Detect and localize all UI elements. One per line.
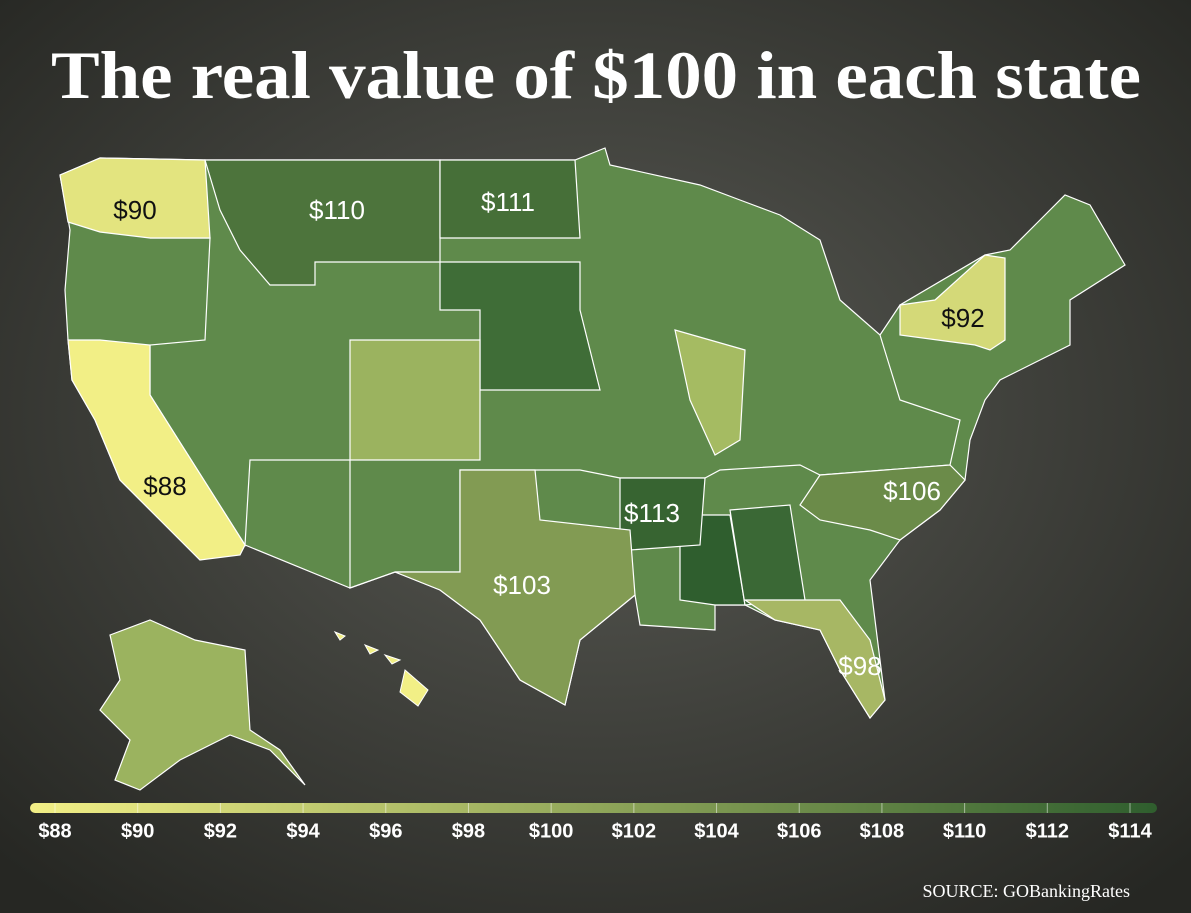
- state: [799, 464, 966, 541]
- state-value-label: $113: [624, 498, 680, 528]
- state: [59, 157, 211, 239]
- source: SOURCE: GOBankingRates: [922, 881, 1130, 901]
- state-value-label: $110: [309, 195, 365, 225]
- legend-tick-label: $112: [1026, 820, 1069, 842]
- state-value-label: $111: [481, 187, 535, 217]
- hawaii: [333, 630, 429, 707]
- legend-tick-label: $100: [529, 820, 574, 842]
- state-shape: [674, 329, 746, 456]
- legend-tick-label: $88: [38, 820, 71, 842]
- state: [439, 159, 581, 239]
- title: The real value of $100 in each state: [51, 37, 1141, 113]
- legend-tick-label: $94: [286, 820, 320, 842]
- state-value-label: $90: [113, 195, 156, 225]
- state-value-label: $103: [493, 570, 551, 600]
- legend-tick-label: $106: [777, 820, 822, 842]
- legend-tick-label: $104: [694, 820, 739, 842]
- state: [394, 469, 636, 706]
- state-value-label: $92: [941, 303, 984, 333]
- state: [899, 254, 1006, 351]
- state: [743, 599, 886, 720]
- legend-bar: [30, 803, 1157, 813]
- state-value-label: $88: [143, 471, 186, 501]
- legend-tick-label: $98: [452, 820, 485, 842]
- legend-tick-label: $96: [369, 820, 402, 842]
- alaska: [99, 619, 306, 791]
- state: [67, 339, 246, 561]
- legend-tick-label: $90: [121, 820, 154, 842]
- legend-tick-label: $114: [1108, 820, 1152, 842]
- state-shape: [349, 339, 481, 461]
- state-value-label: $98: [838, 651, 881, 681]
- legend-tick-label: $102: [612, 820, 657, 842]
- legend-tick-label: $110: [943, 820, 986, 842]
- state-value-label: $106: [883, 476, 941, 506]
- us-states: [59, 147, 1126, 720]
- legend-tick-label: $108: [860, 820, 905, 842]
- legend-tick-label: $92: [204, 820, 237, 842]
